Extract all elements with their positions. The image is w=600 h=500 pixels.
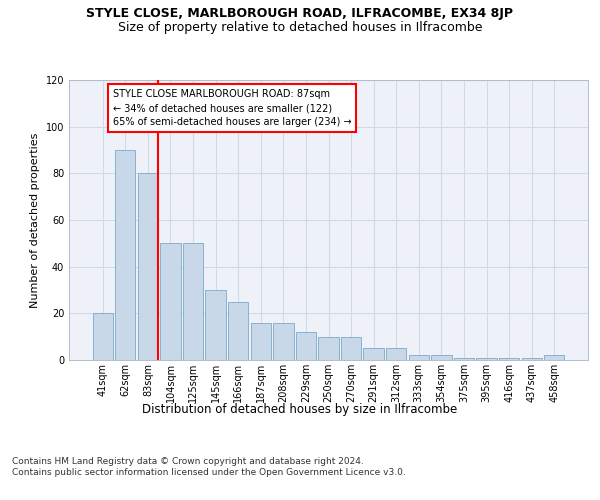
Bar [319,336,338,360]
Bar [386,348,406,360]
Bar [251,322,271,360]
Text: Distribution of detached houses by size in Ilfracombe: Distribution of detached houses by size … [142,402,458,415]
Bar [499,358,519,360]
Bar [476,358,497,360]
Text: STYLE CLOSE, MARLBOROUGH ROAD, ILFRACOMBE, EX34 8JP: STYLE CLOSE, MARLBOROUGH ROAD, ILFRACOMB… [86,8,514,20]
Bar [454,358,474,360]
Bar [521,358,542,360]
Bar [205,290,226,360]
Bar [544,356,565,360]
Bar [431,356,452,360]
Bar [341,336,361,360]
Bar [115,150,136,360]
Bar [364,348,384,360]
Bar [92,314,113,360]
Bar [273,322,293,360]
Bar [296,332,316,360]
Text: Size of property relative to detached houses in Ilfracombe: Size of property relative to detached ho… [118,21,482,34]
Bar [183,244,203,360]
Bar [409,356,429,360]
Y-axis label: Number of detached properties: Number of detached properties [30,132,40,308]
Text: STYLE CLOSE MARLBOROUGH ROAD: 87sqm
← 34% of detached houses are smaller (122)
6: STYLE CLOSE MARLBOROUGH ROAD: 87sqm ← 34… [113,90,352,128]
Bar [138,174,158,360]
Bar [228,302,248,360]
Text: Contains HM Land Registry data © Crown copyright and database right 2024.
Contai: Contains HM Land Registry data © Crown c… [12,458,406,477]
Bar [160,244,181,360]
